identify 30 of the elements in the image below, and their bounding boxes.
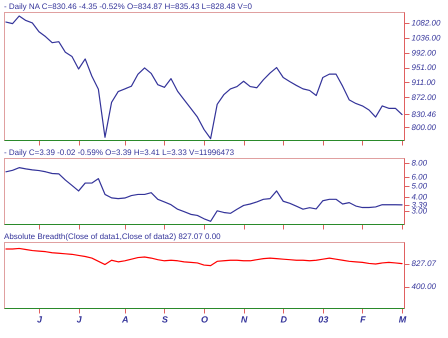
- y-tick-label: 1082.00: [412, 18, 441, 28]
- y-tick-label: 8.00: [412, 158, 428, 168]
- chart-title: Absolute Breadth(Close of data1,Close of data2) 827.07 0.00: [4, 232, 222, 241]
- line-series: [5, 167, 403, 222]
- y-tick-label: 951.00: [412, 63, 437, 72]
- y-tick-label: 4.00: [412, 192, 428, 202]
- x-tick-label: D: [280, 314, 288, 324]
- x-tick-label: A: [121, 314, 129, 324]
- x-tick-label: 03: [318, 314, 328, 324]
- x-tick-label: M: [398, 314, 407, 324]
- y-tick-label: 830.46: [412, 110, 437, 119]
- x-tick-label: J: [36, 314, 43, 324]
- y-tick-label: 6.00: [412, 172, 428, 182]
- y-tick-label: 911.00: [412, 78, 436, 87]
- chart-title: - Daily NA C=830.46 -4.35 -0.52% O=834.87 H=835.43 L=828.48 V=0: [4, 2, 252, 11]
- x-tick-label: N: [240, 314, 248, 324]
- y-tick-label: 1036.00: [412, 33, 441, 42]
- y-tick-label: 872.00: [412, 92, 437, 102]
- y-tick-label: 400.00: [412, 282, 437, 292]
- y-tick-label: 800.00: [412, 122, 437, 132]
- line-series: [5, 15, 403, 140]
- x-tick-label: F: [360, 314, 366, 324]
- y-tick-label: 992.00: [412, 48, 437, 58]
- y-tick-label: 827.07: [412, 259, 437, 268]
- chart-title: - Daily C=3.39 -0.02 -0.59% O=3.39 H=3.41 L=3.33 V=11996473: [4, 148, 235, 157]
- y-tick-label: 5.00: [412, 181, 428, 190]
- x-tick-label: J: [76, 314, 83, 324]
- line-series: [5, 248, 403, 266]
- x-tick-label: S: [162, 314, 168, 324]
- x-tick-label: O: [200, 314, 208, 324]
